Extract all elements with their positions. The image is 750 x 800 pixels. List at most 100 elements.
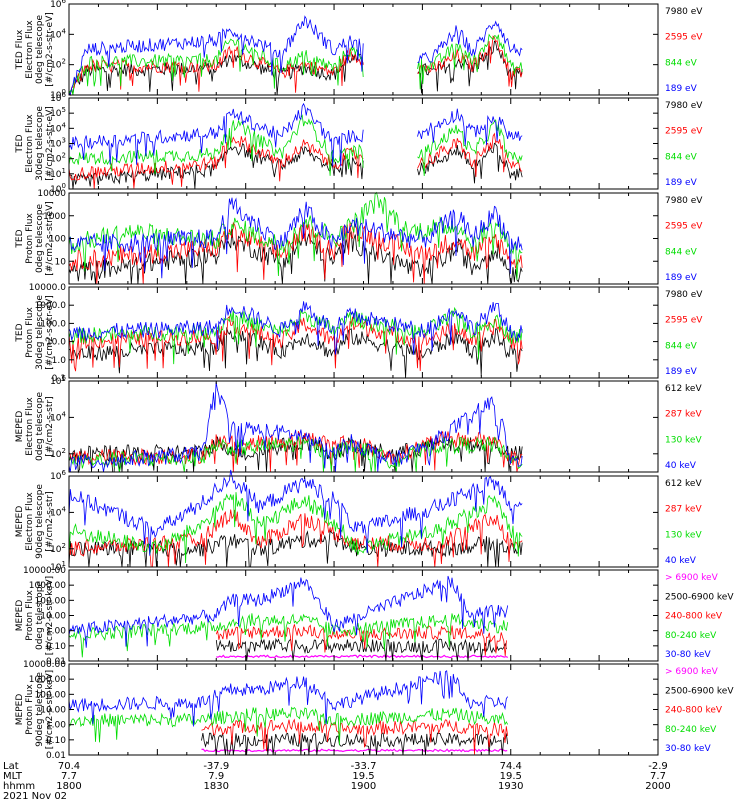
series-line-2500-6900-kev [215,637,507,662]
y-axis-label-line: Electron Flux [25,114,35,173]
series-line-30-80-kev [68,670,509,727]
y-tick-label: 1000.00 [29,675,66,685]
panel-frame [68,569,659,662]
series-line-80-240-kev [68,706,509,746]
series-line-240-800-kev [215,624,507,657]
y-axis-label: TED Flux Electron Flux 0deg telescope [#/cm… [15,12,55,87]
y-axis-label: TED Proton Flux 30deg telescope [#/cm2-s-st… [15,295,55,370]
y-tick-label: 106 [50,0,66,10]
series-line-130-kev [68,492,523,564]
legend-entry: > 6900 keV [665,667,719,677]
x-axis-tick-label: -33.7 [351,761,377,772]
y-axis-label-line: [#/cm2-s-str-eV] [45,201,55,276]
y-axis-label-line: 0deg telescope [35,204,45,274]
y-tick-label: 10000.00 [23,566,66,576]
y-axis-label-line: 90deg telescope [35,484,45,559]
y-tick-label: 100.0 [40,319,66,329]
y-tick-label: 1.0 [52,356,67,366]
legend-entry: 2500-6900 keV [665,592,734,602]
y-tick-label: 1000.0 [35,301,67,311]
x-axis-tick-label: 74.4 [500,761,522,772]
x-axis-tick-label: 1830 [204,781,229,792]
y-axis-label: MEPED Proton Flux 0deg telescope [#/cm2-s-s… [15,576,55,655]
y-tick-label: 0.01 [46,751,66,761]
series-line--6900-kev [216,654,509,659]
series-line-80-240-kev [68,613,509,658]
legend-entry: 7980 eV [665,290,703,300]
series-line--6900-kev [201,748,508,753]
series-line-189-ev [68,15,523,96]
series-line-240-800-kev [201,718,509,755]
legend-entry: 40 keV [665,556,697,566]
series-line-189-ev [68,197,523,279]
legend-entry: 30-80 keV [665,650,711,660]
legend-entry: 80-240 keV [665,631,717,641]
y-axis-label-line: Proton Flux [25,590,35,641]
y-axis-label-line: TED [15,229,25,248]
y-tick-label: 10000.00 [23,660,66,670]
legend-entry: 2595 eV [665,222,703,232]
legend-entry: 189 eV [665,84,698,94]
legend-entry: 287 keV [665,410,702,420]
series-line-287-kev [68,509,523,568]
y-axis-label-line: 0deg telescope [35,392,45,462]
y-axis-label-line: Electron Flux [25,492,35,551]
legend-entry: 130 keV [665,530,702,540]
x-axis-tick-label: -37.9 [203,761,229,772]
legend-entry: 2595 eV [665,33,703,43]
y-tick-label: 0.10 [46,736,66,746]
y-axis-label-line: 0deg telescope [35,15,45,85]
series-line-189-ev [68,102,523,167]
y-tick-label: 10 [55,257,67,267]
x-axis-tick-label: -2.9 [648,761,668,772]
legend-entry: 612 keV [665,479,702,489]
y-tick-label: 1000.00 [29,581,66,591]
series-line-844-ev [68,33,523,96]
y-tick-label: 10000.0 [29,283,66,293]
y-axis-label-line: Electron Flux [25,397,35,456]
series-line-189-ev [68,301,523,355]
y-axis-label-line: MEPED [15,694,25,726]
legend-entry: 7980 eV [665,196,703,206]
y-axis-label-line: [#/cm2-s-str-keV] [45,576,55,655]
flux-panel-7: 0.010.101.0010.00100.001000.0010000.00ME… [15,566,734,667]
y-tick-label: 10.00 [40,612,66,622]
legend-entry: 7980 eV [665,7,703,17]
series-line-7980-ev [68,327,523,379]
series-line-2595-ev [68,221,523,285]
legend-entry: 2500-6900 keV [665,686,734,696]
legend-entry: 189 eV [665,367,698,377]
y-axis-label-line: TED Flux [15,29,25,70]
y-axis-label-line: [#/cm2-s-str] [45,396,55,456]
series-line-2500-6900-kev [201,732,509,756]
x-axis-row-label: MLT [3,771,23,782]
legend-entry: 844 eV [665,247,698,257]
series-line-7980-ev [68,228,523,285]
legend-entry: 287 keV [665,505,702,515]
series-line-2595-ev [68,315,523,372]
legend-entry: 844 eV [665,341,698,351]
y-tick-label: 1000 [43,212,66,222]
y-tick-label: 10000 [37,189,66,199]
y-tick-label: 100 [49,235,66,245]
series-line-844-ev [68,114,523,177]
legend-entry: 189 eV [665,273,698,283]
y-tick-label: 0.01 [46,657,66,667]
y-axis-label-line: Electron Flux [25,20,35,79]
panel-frame [68,286,659,379]
series-line-40-kev [68,382,523,473]
y-tick-label: 106 [50,469,66,482]
legend-entry: 40 keV [665,461,697,471]
panel-frame [68,3,659,96]
y-tick-label: 1.00 [46,721,66,731]
y-axis-label: TED Electron Flux 30deg telescope [#/cm2-s-… [15,106,55,181]
legend-entry: 30-80 keV [665,744,711,754]
legend-entry: 80-240 keV [665,725,717,735]
x-axis-tick-label: 2000 [645,781,670,792]
y-tick-label: 10.0 [46,338,66,348]
